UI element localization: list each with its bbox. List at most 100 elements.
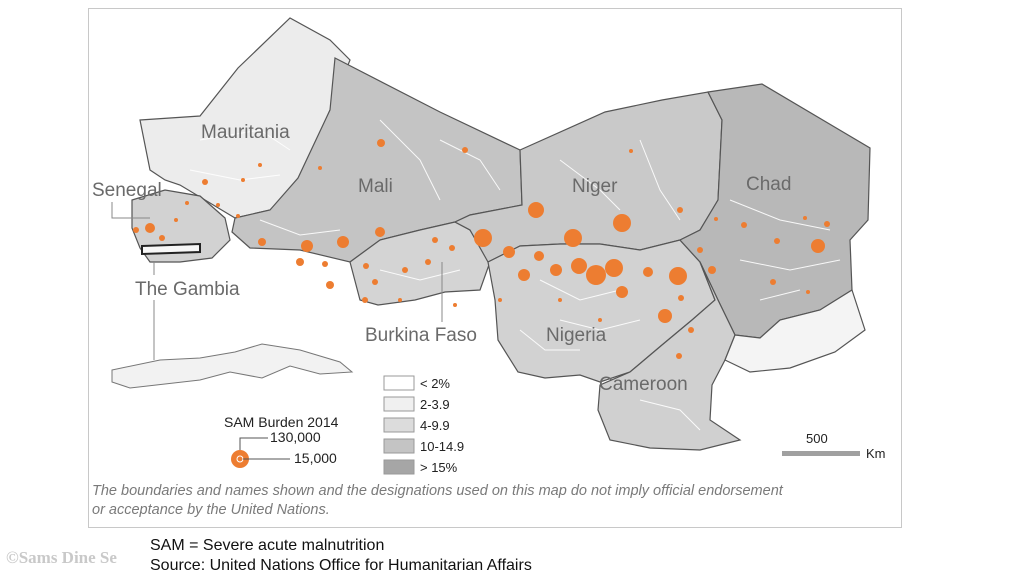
sam-bubble [318,166,322,170]
sam-bubble [613,214,631,232]
watermark: ©Sams Dine Se [6,548,117,567]
sam-bubble [174,218,178,222]
sam-bubble [375,227,385,237]
sam-bubble [133,227,139,233]
label-mali: Mali [358,176,393,197]
legend-title: SAM Burden 2014 [224,414,339,430]
sam-bubble [534,251,544,261]
sam-bubble [605,259,623,277]
sam-bubble [714,217,718,221]
legend-size-large: 130,000 [270,429,321,445]
map-disclaimer: The boundaries and names shown and the d… [92,482,900,520]
legend-swatch-1 [383,375,415,391]
sam-bubble [432,237,438,243]
sam-bubble [528,202,544,218]
sam-bubble [658,309,672,323]
sam-bubble [377,139,385,147]
sam-bubble [159,235,165,241]
leader-lines [111,202,443,360]
country-gambia [141,242,201,256]
sam-bubble [677,207,683,213]
sam-bubble [296,258,304,266]
sam-bubble [258,163,262,167]
sam-bubble [185,201,189,205]
sam-bubble [676,353,682,359]
sam-bubble [241,178,245,182]
sam-bubble [550,264,562,276]
sam-bubble [558,298,562,302]
sam-bubble [564,229,582,247]
sam-bubble [741,222,747,228]
sam-bubble [811,239,825,253]
sam-bubble [678,295,684,301]
label-gambia: The Gambia [135,279,240,300]
sam-bubble [503,246,515,258]
label-chad: Chad [746,174,791,195]
sam-bubble [326,281,334,289]
sam-bubble [322,261,328,267]
scale-unit: Km [866,446,886,461]
disclaimer-line-2: or acceptance by the United Nations. [92,502,330,518]
sam-bubble [145,223,155,233]
sam-bubble [770,279,776,285]
disclaimer-line-1: The boundaries and names shown and the d… [92,483,783,499]
label-nigeria: Nigeria [546,325,607,346]
country-car-outline [724,289,866,373]
legend-bubbles: SAM Burden 2014 130,000 15,000 [224,414,339,468]
legend-label-4: 10-14.9 [420,439,464,454]
sam-bubbles [133,139,830,359]
legend-label-2: 2-3.9 [420,397,450,412]
legend-swatch-5 [383,459,415,475]
country-senegal [131,189,231,263]
label-senegal: Senegal [92,180,162,201]
legend-size-small: 15,000 [294,450,337,466]
sam-bubble [803,216,807,220]
sam-bubble [774,238,780,244]
sam-bubble [258,238,266,246]
sam-bubble [453,303,457,307]
sam-bubble [216,203,220,207]
sam-bubble [824,221,830,227]
label-mauritania: Mauritania [201,122,290,143]
scale-bar: 500 Km [782,431,886,461]
sam-bubble [598,318,602,322]
sam-bubble [586,265,606,285]
sam-bubble [363,263,369,269]
scale-value: 500 [806,431,828,446]
sam-bubble [449,245,455,251]
gambia-inset [111,343,354,389]
label-niger: Niger [572,176,618,197]
legend-swatch-2 [383,396,415,412]
sam-bubble [688,327,694,333]
sam-bubble [571,258,587,274]
sam-bubble [236,214,240,218]
country-burkina-faso [349,221,491,306]
admin-boundaries [189,119,841,431]
sam-bubble [806,290,810,294]
sam-bubble [301,240,313,252]
sam-bubble [616,286,628,298]
sam-bubble [425,259,431,265]
legend-swatch-3 [383,417,415,433]
legend-bubble-large [231,450,249,468]
sam-bubble [708,266,716,274]
sam-bubble [372,279,378,285]
sam-bubble [362,297,368,303]
sam-bubble [629,149,633,153]
sam-bubble [697,247,703,253]
label-burkina-faso: Burkina Faso [365,325,477,346]
label-cameroon: Cameroon [599,374,688,395]
sam-bubble [398,298,402,302]
legend-swatch-4 [383,438,415,454]
caption-definition: SAM = Severe acute malnutrition [150,537,385,554]
scale-bar-rect [782,451,860,456]
sam-bubble [202,179,208,185]
sam-bubble [402,267,408,273]
sam-bubble [462,147,468,153]
legend-classes: < 2% 2-3.9 4-9.9 10-14.9 > 15% [383,375,464,475]
legend-label-1: < 2% [420,376,450,391]
sam-bubble [643,267,653,277]
sam-bubble [518,269,530,281]
sam-bubble [669,267,687,285]
